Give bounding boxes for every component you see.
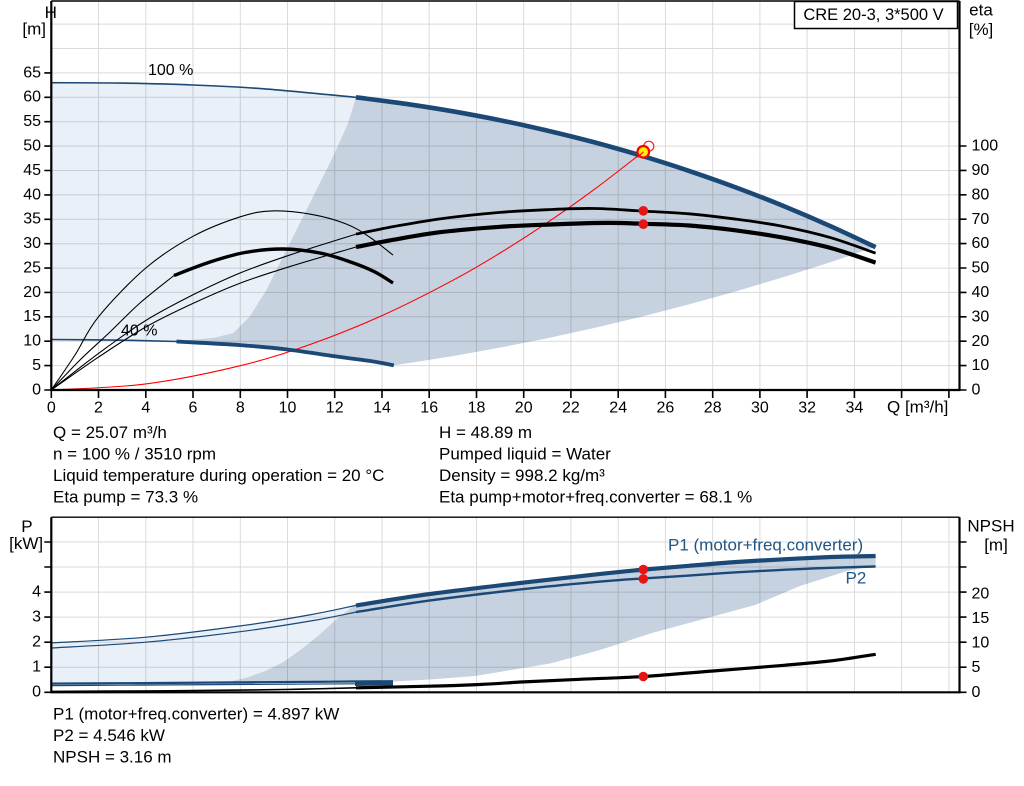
svg-text:2: 2: [94, 400, 103, 417]
svg-text:[kW]: [kW]: [9, 534, 43, 553]
svg-text:P1 (motor+freq.converter) = 4.: P1 (motor+freq.converter) = 4.897 kW: [53, 705, 339, 724]
svg-text:CRE 20-3, 3*500 V: CRE 20-3, 3*500 V: [803, 6, 943, 24]
svg-text:40: 40: [23, 186, 41, 203]
svg-text:26: 26: [657, 400, 675, 417]
svg-text:24: 24: [609, 400, 627, 417]
svg-text:30: 30: [972, 308, 990, 325]
svg-text:10: 10: [279, 400, 297, 417]
svg-text:0: 0: [32, 381, 41, 398]
svg-text:Eta pump+motor+freq.converter: Eta pump+motor+freq.converter = 68.1 %: [439, 488, 752, 507]
svg-text:20: 20: [972, 585, 990, 602]
svg-text:10: 10: [972, 635, 990, 652]
svg-text:1: 1: [32, 659, 41, 676]
svg-text:[m]: [m]: [984, 536, 1008, 555]
svg-text:25: 25: [23, 259, 41, 276]
svg-text:90: 90: [972, 162, 990, 179]
svg-text:6: 6: [189, 400, 198, 417]
svg-text:40: 40: [972, 284, 990, 301]
svg-text:50: 50: [972, 260, 990, 277]
svg-text:10: 10: [23, 333, 41, 350]
svg-text:5: 5: [972, 659, 981, 676]
svg-text:28: 28: [704, 400, 722, 417]
svg-text:[m]: [m]: [22, 20, 46, 39]
svg-text:[%]: [%]: [969, 20, 994, 39]
svg-text:12: 12: [326, 400, 344, 417]
svg-text:80: 80: [972, 186, 990, 203]
svg-text:15: 15: [972, 610, 990, 627]
svg-text:55: 55: [23, 113, 41, 130]
svg-text:60: 60: [23, 89, 41, 106]
svg-text:2: 2: [32, 634, 41, 651]
svg-text:eta: eta: [969, 1, 993, 20]
svg-text:0: 0: [47, 400, 56, 417]
svg-text:100 %: 100 %: [148, 62, 193, 79]
svg-text:Eta pump = 73.3 %: Eta pump = 73.3 %: [53, 488, 198, 507]
svg-text:3: 3: [32, 609, 41, 626]
svg-text:NPSH: NPSH: [967, 517, 1014, 536]
svg-text:Q [m³/h]: Q [m³/h]: [887, 398, 948, 417]
svg-text:0: 0: [32, 684, 41, 701]
svg-text:Q = 25.07 m³/h: Q = 25.07 m³/h: [53, 423, 167, 442]
svg-text:8: 8: [236, 400, 245, 417]
svg-text:Liquid temperature during oper: Liquid temperature during operation = 20…: [53, 466, 384, 485]
svg-text:15: 15: [23, 308, 41, 325]
svg-text:100: 100: [972, 138, 999, 155]
svg-text:P2: P2: [846, 569, 867, 588]
svg-text:60: 60: [972, 235, 990, 252]
svg-text:n = 100 % / 3510 rpm: n = 100 % / 3510 rpm: [53, 445, 216, 464]
svg-text:34: 34: [846, 400, 864, 417]
svg-text:22: 22: [562, 400, 580, 417]
svg-text:5: 5: [32, 357, 41, 374]
svg-text:18: 18: [468, 400, 486, 417]
svg-text:30: 30: [751, 400, 769, 417]
svg-text:30: 30: [23, 235, 41, 252]
svg-text:20: 20: [23, 284, 41, 301]
svg-text:P2 = 4.546 kW: P2 = 4.546 kW: [53, 726, 165, 745]
svg-text:32: 32: [798, 400, 816, 417]
svg-text:35: 35: [23, 211, 41, 228]
svg-text:4: 4: [32, 584, 41, 601]
svg-text:0: 0: [972, 684, 981, 701]
svg-text:20: 20: [515, 400, 533, 417]
svg-text:20: 20: [972, 333, 990, 350]
svg-text:Density = 998.2 kg/m³: Density = 998.2 kg/m³: [439, 466, 605, 485]
svg-text:16: 16: [420, 400, 438, 417]
svg-text:65: 65: [23, 64, 41, 81]
svg-text:70: 70: [972, 211, 990, 228]
svg-text:4: 4: [141, 400, 150, 417]
svg-text:Pumped liquid = Water: Pumped liquid = Water: [439, 445, 611, 464]
svg-text:H: H: [45, 3, 57, 22]
svg-text:50: 50: [23, 138, 41, 155]
svg-text:45: 45: [23, 162, 41, 179]
svg-text:14: 14: [373, 400, 391, 417]
svg-text:NPSH = 3.16 m: NPSH = 3.16 m: [53, 748, 172, 767]
svg-text:0: 0: [972, 382, 981, 399]
svg-text:H = 48.89 m: H = 48.89 m: [439, 423, 532, 442]
svg-text:10: 10: [972, 357, 990, 374]
svg-text:40 %: 40 %: [121, 323, 157, 340]
svg-text:P: P: [21, 517, 32, 536]
svg-text:P1 (motor+freq.converter): P1 (motor+freq.converter): [668, 536, 863, 555]
